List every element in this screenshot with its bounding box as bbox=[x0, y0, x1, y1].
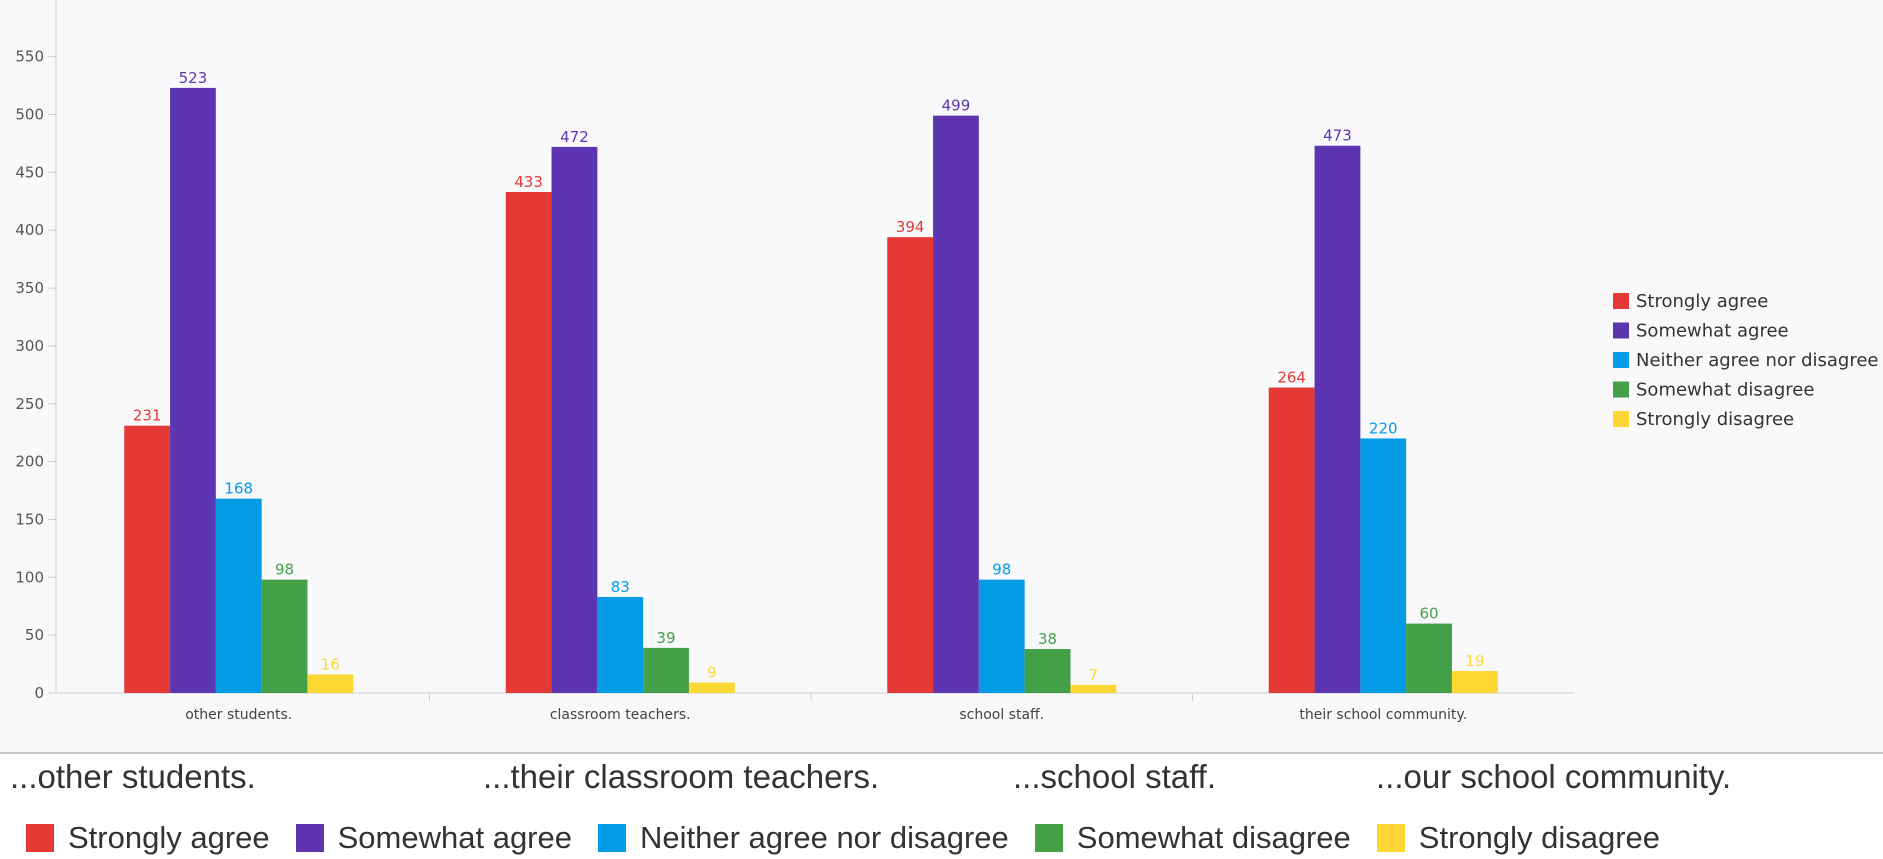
bar bbox=[215, 498, 262, 693]
bar bbox=[124, 425, 171, 693]
bar bbox=[978, 579, 1025, 693]
bar bbox=[551, 146, 598, 693]
legend-swatch bbox=[1613, 352, 1629, 368]
bar bbox=[1070, 684, 1117, 693]
legend-label: Neither agree nor disagree bbox=[640, 820, 1009, 855]
bar bbox=[688, 682, 735, 693]
legend-label: Neither agree nor disagree bbox=[1636, 350, 1879, 371]
y-tick-label: 450 bbox=[15, 163, 44, 181]
bar bbox=[1024, 649, 1071, 693]
bar-data-label: 472 bbox=[560, 128, 589, 146]
bar bbox=[1360, 438, 1407, 693]
bar-data-label: 16 bbox=[321, 655, 340, 673]
bar-data-label: 98 bbox=[992, 561, 1011, 579]
y-tick-label: 350 bbox=[15, 279, 44, 297]
bottom-legend-item: Strongly disagree bbox=[1376, 820, 1661, 856]
legend-swatch bbox=[1034, 824, 1063, 852]
legend-label: Somewhat agree bbox=[1636, 321, 1789, 342]
legend-swatch bbox=[26, 824, 54, 852]
bar-data-label: 19 bbox=[1465, 652, 1484, 670]
bar-data-label: 499 bbox=[942, 97, 971, 115]
bar-chart: 0 50 100 150 200 250 300 350 400 450 500 550 231 523 1… bbox=[15, 0, 1879, 723]
legend-label: Somewhat disagree bbox=[1636, 380, 1814, 401]
legend-label: Strongly agree bbox=[1636, 291, 1768, 312]
legend-swatch bbox=[1613, 411, 1629, 427]
y-tick-label: 550 bbox=[15, 48, 44, 66]
bar-data-label: 83 bbox=[611, 578, 630, 596]
bar-data-label: 168 bbox=[224, 480, 253, 498]
bottom-legend-item: Somewhat agree bbox=[295, 820, 572, 856]
bar-data-label: 9 bbox=[707, 664, 717, 682]
caption-classroom-teachers: ...their classroom teachers. bbox=[483, 758, 880, 795]
chart-panel: 0 50 100 150 200 250 300 350 400 450 500 550 231 523 1… bbox=[15, 0, 1879, 723]
bar bbox=[1451, 671, 1498, 693]
legend-swatch bbox=[1376, 824, 1405, 852]
bar-data-label: 523 bbox=[179, 69, 208, 87]
y-tick-label: 150 bbox=[15, 510, 44, 528]
y-tick-label: 50 bbox=[25, 626, 44, 644]
bar-data-label: 39 bbox=[657, 629, 676, 647]
legend-label: Strongly disagree bbox=[1636, 409, 1794, 430]
bar-data-label: 394 bbox=[896, 218, 925, 236]
bar-data-label: 220 bbox=[1369, 419, 1398, 437]
y-tick-label: 100 bbox=[15, 568, 44, 586]
y-tick-label: 0 bbox=[34, 684, 44, 702]
bar bbox=[307, 674, 354, 693]
x-category-label: school staff. bbox=[959, 707, 1044, 723]
bottom-legend-item: Strongly agree bbox=[26, 820, 270, 856]
bar bbox=[505, 192, 552, 694]
bar-data-label: 473 bbox=[1323, 127, 1352, 145]
caption-school-staff: ...school staff. bbox=[1013, 758, 1216, 795]
y-tick-label: 300 bbox=[15, 337, 44, 355]
bar bbox=[261, 579, 308, 693]
x-category-label: other students. bbox=[185, 707, 292, 723]
bar bbox=[597, 596, 644, 693]
bottom-legend: Strongly agree Somewhat agree Neither ag… bbox=[26, 818, 1686, 858]
legend-label: Strongly agree bbox=[68, 820, 270, 855]
bottom-legend-item: Somewhat disagree bbox=[1034, 820, 1351, 856]
bar bbox=[643, 647, 689, 693]
bar bbox=[887, 237, 934, 693]
divider-line bbox=[0, 752, 1883, 754]
y-tick-label: 250 bbox=[15, 395, 44, 413]
legend-swatch bbox=[1613, 293, 1629, 309]
bar-data-label: 60 bbox=[1420, 605, 1439, 623]
legend-swatch bbox=[598, 824, 626, 852]
caption-school-community: ...our school community. bbox=[1376, 758, 1732, 795]
legend-label: Strongly disagree bbox=[1418, 820, 1661, 855]
legend-swatch bbox=[295, 824, 324, 852]
legend-label: Somewhat disagree bbox=[1076, 820, 1351, 855]
bar-data-label: 433 bbox=[514, 173, 543, 191]
bar-data-label: 264 bbox=[1277, 369, 1306, 387]
caption-other-students: ...other students. bbox=[10, 758, 256, 795]
bar-data-label: 98 bbox=[275, 561, 294, 579]
legend-swatch bbox=[1613, 322, 1629, 339]
y-tick-label: 500 bbox=[15, 106, 44, 124]
bar bbox=[170, 87, 216, 694]
legend-label: Somewhat agree bbox=[337, 820, 572, 855]
bar-data-label: 231 bbox=[133, 407, 162, 425]
bar bbox=[1268, 387, 1315, 693]
bar-data-label: 38 bbox=[1038, 630, 1057, 648]
legend-swatch bbox=[1613, 381, 1629, 398]
x-category-label: their school community. bbox=[1299, 707, 1467, 723]
x-category-label: classroom teachers. bbox=[550, 707, 691, 723]
bar bbox=[1314, 145, 1361, 693]
bar-data-label: 7 bbox=[1089, 666, 1099, 684]
bottom-legend-item: Neither agree nor disagree bbox=[598, 820, 1009, 856]
y-tick-label: 200 bbox=[15, 453, 44, 471]
bar bbox=[1406, 623, 1452, 693]
y-tick-label: 400 bbox=[15, 221, 44, 239]
bar bbox=[933, 115, 979, 694]
